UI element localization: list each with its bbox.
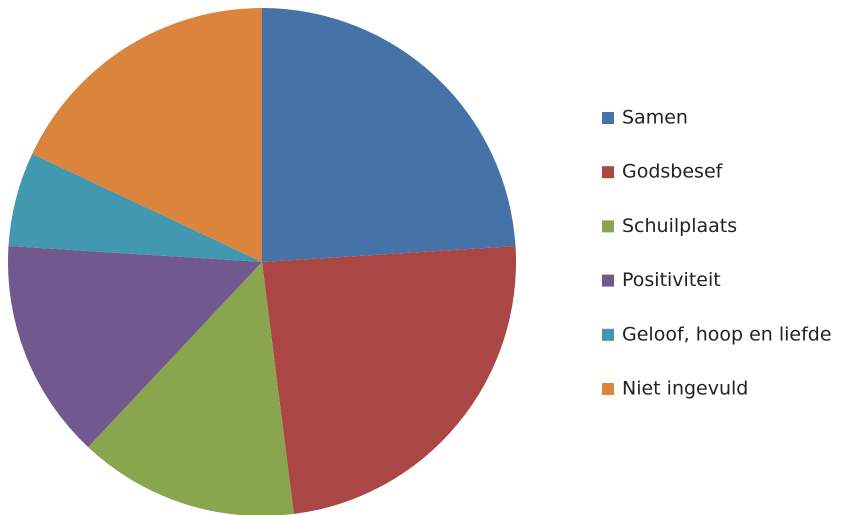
legend-swatch [602,220,614,233]
legend-swatch [602,166,614,179]
legend-label: Niet ingevuld [622,378,748,400]
legend-label: Geloof, hoop en liefde [622,323,832,345]
pie-slice [262,8,516,262]
pie-slice [262,246,516,514]
legend-label: Positiviteit [622,269,721,291]
legend-swatch [602,112,614,124]
legend-label: Schuilplaats [622,215,737,237]
pie-slice [8,246,263,448]
legend-swatch [602,328,614,341]
pie-slice [8,153,263,262]
pie-slice [88,262,294,515]
legend-swatch [602,383,614,395]
legend-label: Samen [622,107,688,129]
legend-swatch [602,274,614,287]
legend-label: Godsbesef [622,161,724,183]
pie-slice [32,8,263,262]
